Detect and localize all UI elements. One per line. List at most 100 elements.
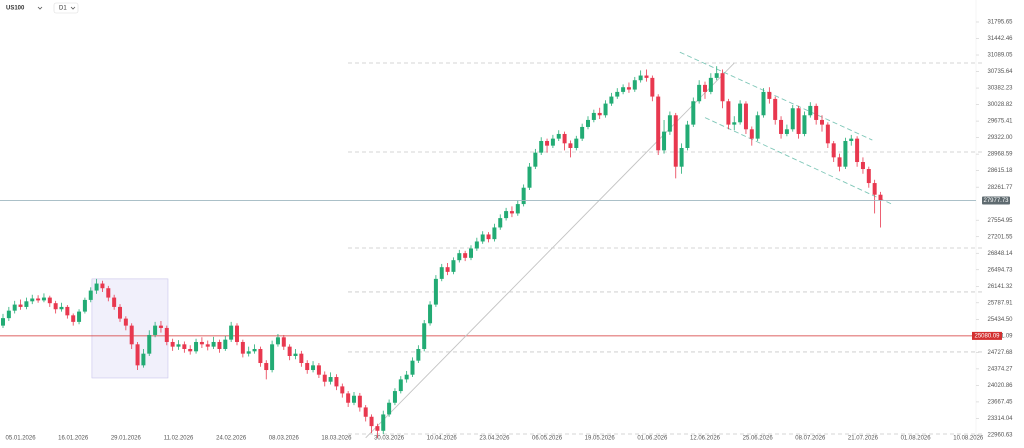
candle-body bbox=[597, 112, 602, 116]
candle-body bbox=[726, 101, 731, 125]
candle-body bbox=[47, 297, 52, 304]
y-tick-label: 27554.95 bbox=[987, 218, 1013, 224]
candle-body bbox=[311, 365, 316, 371]
candle-body bbox=[223, 339, 228, 349]
candle-body bbox=[328, 377, 333, 382]
candle-body bbox=[293, 353, 298, 357]
candle-body bbox=[457, 253, 462, 261]
candle-body bbox=[164, 327, 169, 342]
candle-body bbox=[129, 325, 134, 345]
candle-body bbox=[662, 131, 667, 151]
candle-body bbox=[621, 87, 626, 92]
candle-body bbox=[650, 77, 655, 97]
candle-body bbox=[299, 353, 304, 364]
timeframe[interactable]: D1 bbox=[59, 6, 67, 12]
candle-body bbox=[246, 351, 251, 354]
y-tick-label: 23667.45 bbox=[987, 400, 1013, 406]
candle-body bbox=[679, 147, 684, 167]
y-tick-label: 26848.14 bbox=[987, 251, 1013, 257]
y-tick-label: 26494.73 bbox=[987, 267, 1013, 273]
y-tick-label: 30382.23 bbox=[987, 86, 1013, 92]
candle-body bbox=[252, 348, 257, 352]
candle-body bbox=[556, 133, 561, 139]
candle-body bbox=[352, 395, 356, 403]
candle-body bbox=[59, 306, 64, 310]
y-tick-label: 28261.77 bbox=[987, 185, 1013, 191]
candle-body bbox=[30, 298, 35, 302]
candle-body bbox=[41, 297, 46, 301]
candle-body bbox=[71, 315, 76, 322]
candle-body bbox=[533, 152, 538, 167]
current-price-label: 27977.73 bbox=[983, 198, 1009, 204]
candle-body bbox=[527, 166, 532, 188]
candle-body bbox=[539, 140, 544, 153]
timeframe-button[interactable] bbox=[53, 2, 79, 14]
candle-body bbox=[703, 84, 707, 92]
symbol[interactable]: US100 bbox=[6, 6, 25, 12]
candle-body bbox=[316, 365, 321, 375]
candle-body bbox=[422, 323, 427, 349]
candle-body bbox=[357, 395, 362, 408]
candle-body bbox=[340, 386, 345, 394]
candle-body bbox=[586, 119, 590, 127]
candle-body bbox=[305, 363, 310, 371]
candle-body bbox=[615, 91, 620, 97]
candle-body bbox=[667, 115, 672, 132]
candle-body bbox=[82, 299, 87, 312]
candle-body bbox=[235, 325, 239, 342]
candle-body bbox=[118, 306, 122, 319]
y-tick-label: 28615.18 bbox=[987, 168, 1013, 174]
y-tick-label: 29322.00 bbox=[987, 135, 1013, 141]
candle-body bbox=[872, 183, 877, 195]
candle-body bbox=[486, 234, 491, 240]
y-tick-label: 25787.91 bbox=[987, 300, 1013, 306]
candle-body bbox=[492, 227, 497, 240]
header: US100 D1 bbox=[6, 2, 79, 14]
current-price-label-bg bbox=[982, 196, 1010, 205]
candle-body bbox=[375, 426, 380, 431]
candle-body bbox=[673, 115, 678, 167]
candle-body bbox=[843, 140, 848, 167]
candle-body bbox=[802, 115, 807, 134]
candle-body bbox=[580, 126, 585, 139]
candle-body bbox=[574, 138, 579, 148]
candle-body bbox=[369, 416, 374, 427]
candle-body bbox=[287, 346, 292, 357]
y-tick-label: 29675.41 bbox=[987, 119, 1013, 125]
candle-body bbox=[632, 80, 637, 90]
candle-body bbox=[498, 218, 503, 228]
candle-body bbox=[784, 129, 789, 134]
candle-body bbox=[94, 283, 99, 291]
y-tick-label: 30028.82 bbox=[987, 102, 1013, 108]
y-tick-label: 24374.27 bbox=[987, 366, 1013, 372]
candle-body bbox=[24, 301, 29, 307]
candle-body bbox=[720, 73, 725, 102]
candle-body bbox=[334, 377, 339, 387]
candle-body bbox=[381, 414, 386, 431]
x-tick-label: 19.05.2026 bbox=[585, 436, 616, 442]
candle-body bbox=[463, 253, 468, 258]
y-tick-label: 22960.63 bbox=[987, 433, 1013, 439]
candle-body bbox=[392, 391, 397, 403]
candle-body bbox=[188, 348, 193, 352]
candle-body bbox=[205, 344, 210, 347]
candle-body bbox=[545, 140, 550, 146]
candle-body bbox=[474, 241, 479, 249]
candle-body bbox=[767, 91, 772, 99]
candle-body bbox=[644, 75, 649, 78]
candle-body bbox=[603, 103, 608, 116]
x-tick-label: 08.03.2026 bbox=[269, 436, 300, 442]
candle-body bbox=[515, 204, 520, 214]
candle-body bbox=[550, 138, 555, 146]
candle-body bbox=[153, 325, 158, 335]
candle-body bbox=[451, 260, 456, 272]
candle-body bbox=[281, 337, 286, 347]
candle-body bbox=[363, 407, 368, 417]
candle-body bbox=[685, 124, 690, 148]
timeframe-dropdown-icon bbox=[70, 6, 76, 10]
y-tick-label: 30735.64 bbox=[987, 69, 1013, 75]
candle-body bbox=[626, 87, 631, 90]
candle-body bbox=[855, 138, 860, 163]
